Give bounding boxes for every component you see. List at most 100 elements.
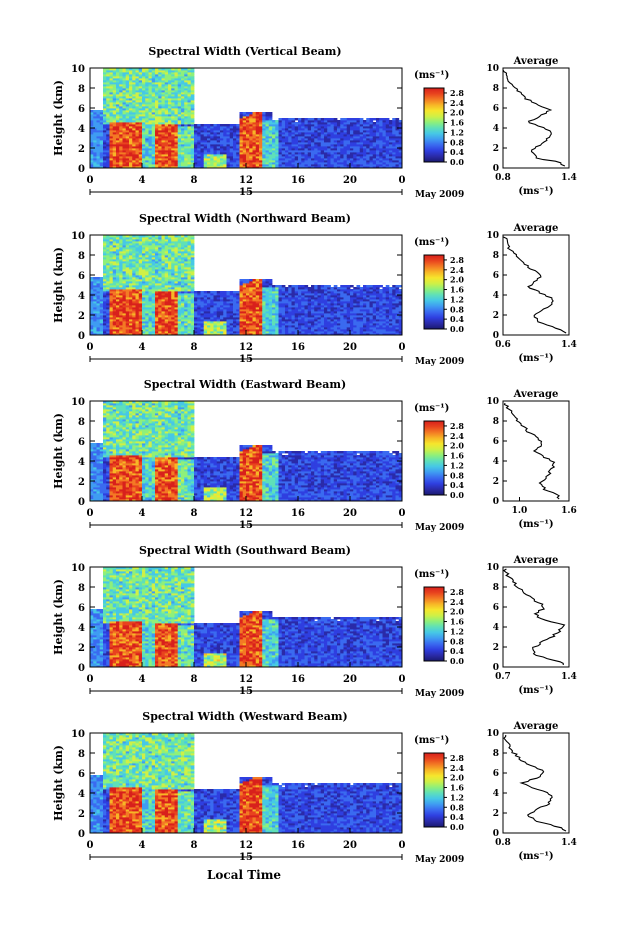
heatmap-cell <box>125 100 130 103</box>
heatmap-cell <box>138 287 143 290</box>
heatmap-cell <box>158 164 162 167</box>
heatmap-cell <box>343 152 348 155</box>
heatmap-cell <box>252 112 257 115</box>
heatmap-cell <box>125 156 130 159</box>
heatmap-cell <box>119 118 123 121</box>
heatmap-cell <box>190 291 195 294</box>
heatmap-cell <box>132 287 136 290</box>
heatmap-cell <box>187 106 192 109</box>
heatmap-cell <box>246 152 250 155</box>
heatmap-cell <box>106 237 110 240</box>
heatmap-cell <box>171 257 175 260</box>
heatmap-cell <box>99 162 104 165</box>
heatmap-cell <box>129 293 133 296</box>
heatmap-cell <box>112 124 117 127</box>
heatmap-cell <box>112 104 117 107</box>
heatmap-cell <box>177 273 182 276</box>
heatmap-cell <box>151 319 156 322</box>
heatmap-cell <box>122 100 127 103</box>
heatmap-cell <box>171 275 175 278</box>
heatmap-cell <box>268 138 273 141</box>
heatmap-cell <box>158 243 162 246</box>
heatmap-cell <box>148 303 153 306</box>
heatmap-cell <box>207 148 211 151</box>
heatmap-cell <box>177 323 182 326</box>
heatmap-cell <box>177 247 182 250</box>
heatmap-cell <box>112 150 117 153</box>
heatmap-cell <box>119 271 123 274</box>
heatmap-cell <box>356 124 361 127</box>
y-axis-label: Height (km) <box>52 80 65 156</box>
heatmap-cell <box>119 259 123 262</box>
heatmap-cell <box>187 299 192 302</box>
heatmap-cell <box>116 156 120 159</box>
heatmap-cell <box>181 154 185 157</box>
heatmap-cell <box>171 110 175 113</box>
heatmap-cell <box>278 128 283 131</box>
heatmap-cell <box>187 237 192 240</box>
heatmap-cell <box>155 293 159 296</box>
heatmap-cell <box>343 148 348 151</box>
heatmap-cell <box>135 90 140 93</box>
heatmap-cell <box>122 259 127 262</box>
heatmap-cell <box>151 265 156 268</box>
heatmap-cell <box>229 144 234 147</box>
heatmap-cell <box>177 287 182 290</box>
heatmap-cell <box>187 291 192 294</box>
heatmap-cell <box>226 136 231 139</box>
heatmap-cell <box>210 140 214 143</box>
heatmap-cell <box>125 253 130 256</box>
heatmap-cell <box>376 164 380 167</box>
heatmap-cell <box>158 86 162 89</box>
heatmap-cell <box>177 291 182 294</box>
heatmap-cell <box>168 128 172 131</box>
heatmap-cell <box>213 146 218 149</box>
heatmap-cell <box>138 146 143 149</box>
heatmap-cell <box>106 78 110 81</box>
heatmap-cell <box>187 94 192 97</box>
heatmap-cell <box>395 134 400 137</box>
heatmap-cell <box>317 122 322 125</box>
heatmap-cell <box>161 138 166 141</box>
heatmap-cell <box>155 130 159 133</box>
heatmap-cell <box>164 295 169 298</box>
heatmap-cell <box>174 124 179 127</box>
heatmap-cell <box>164 317 169 320</box>
heatmap-cell <box>307 118 312 121</box>
heatmap-cell <box>187 102 192 105</box>
heatmap-cell <box>135 315 140 318</box>
heatmap-cell <box>112 267 117 270</box>
heatmap-cell <box>350 146 354 149</box>
heatmap-cell <box>135 128 140 131</box>
heatmap-cell <box>395 160 400 163</box>
heatmap-cell <box>145 277 149 280</box>
heatmap-cell <box>363 160 367 163</box>
heatmap-cell <box>129 120 133 123</box>
heatmap-cell <box>190 110 195 113</box>
heatmap-cell <box>311 156 315 159</box>
heatmap-cell <box>174 251 179 254</box>
heatmap-cell <box>125 152 130 155</box>
heatmap-cell <box>164 279 169 282</box>
heatmap-cell <box>174 261 179 264</box>
heatmap-cell <box>291 142 296 145</box>
heatmap-cell <box>158 317 162 320</box>
heatmap-cell <box>161 273 166 276</box>
heatmap-cell <box>106 72 110 75</box>
heatmap-cell <box>275 124 279 127</box>
heatmap-cell <box>203 333 208 336</box>
heatmap-cell <box>392 122 396 125</box>
heatmap-cell <box>93 116 97 119</box>
heatmap-cell <box>96 152 101 155</box>
heatmap-cell <box>184 291 188 294</box>
heatmap-cell <box>350 126 354 129</box>
heatmap-cell <box>168 245 172 248</box>
heatmap-cell <box>106 241 110 244</box>
heatmap-cell <box>177 307 182 310</box>
heatmap-cell <box>294 152 299 155</box>
heatmap-cell <box>233 142 237 145</box>
heatmap-cell <box>181 122 185 125</box>
heatmap-cell <box>317 146 322 149</box>
heatmap-cell <box>369 118 374 121</box>
heatmap-cell <box>155 269 159 272</box>
